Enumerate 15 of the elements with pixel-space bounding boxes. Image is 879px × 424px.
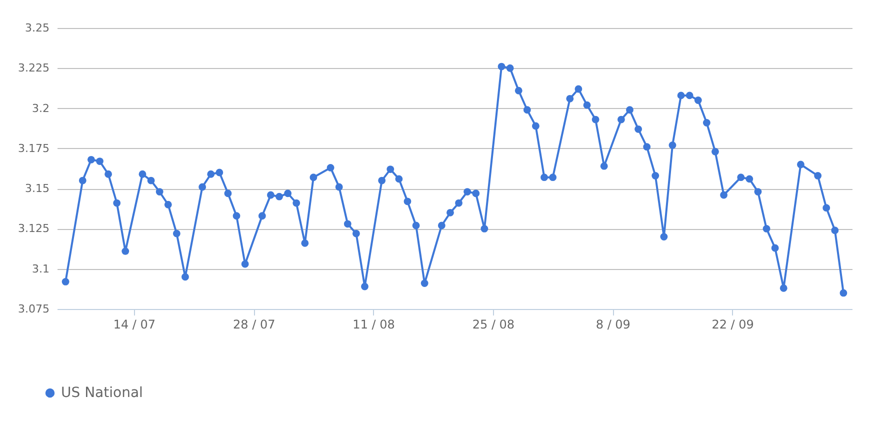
legend-label: US National [61,385,143,401]
y-tick-label: 3.25 [25,22,50,34]
y-tick-label: 3.175 [18,142,50,155]
y-tick-label: 3.2 [32,102,50,115]
y-tick-label: 3.15 [25,182,50,196]
y-tick-label: 3.225 [18,62,50,75]
y-tick-label: 3.125 [18,222,50,236]
y-tick-label: 3.1 [32,262,50,276]
x-tick-label: 11 / 08 [352,318,395,332]
x-tick-label: 28 / 07 [233,318,276,332]
y-tick-label: 3.075 [18,302,50,316]
x-tick-label: 14 / 07 [113,318,156,332]
x-tick-label: 25 / 08 [472,318,515,332]
x-tick-label: 22 / 09 [712,318,754,332]
x-tick-label: 8 / 09 [596,318,630,332]
